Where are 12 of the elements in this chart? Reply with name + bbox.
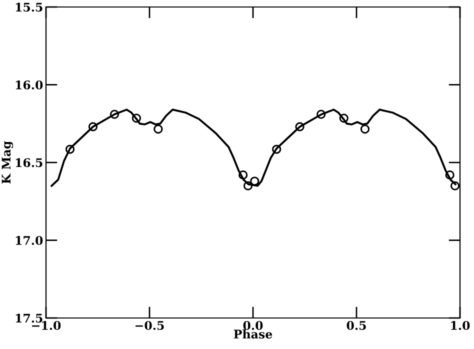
y-tick-label: 16.0 — [16, 80, 43, 90]
x-tick-label: 0.0 — [243, 320, 263, 330]
x-tick-label: 1.0 — [451, 320, 470, 330]
x-tick-label: 0.5 — [346, 320, 366, 330]
y-tick-label: 17.0 — [16, 236, 43, 245]
x-tick-label: −1.0 — [32, 320, 61, 330]
y-axis-title: K Mag — [2, 141, 14, 184]
y-tick-label: 16.5 — [16, 158, 42, 168]
x-tick-label: −0.5 — [136, 320, 164, 330]
x-axis-title: Phase — [234, 329, 272, 339]
y-tick-label: 17.5 — [16, 314, 42, 323]
y-tick-label: 15.5 — [16, 2, 42, 12]
